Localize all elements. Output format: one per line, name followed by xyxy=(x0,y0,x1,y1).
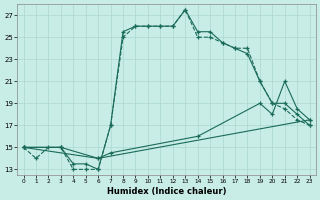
X-axis label: Humidex (Indice chaleur): Humidex (Indice chaleur) xyxy=(107,187,226,196)
